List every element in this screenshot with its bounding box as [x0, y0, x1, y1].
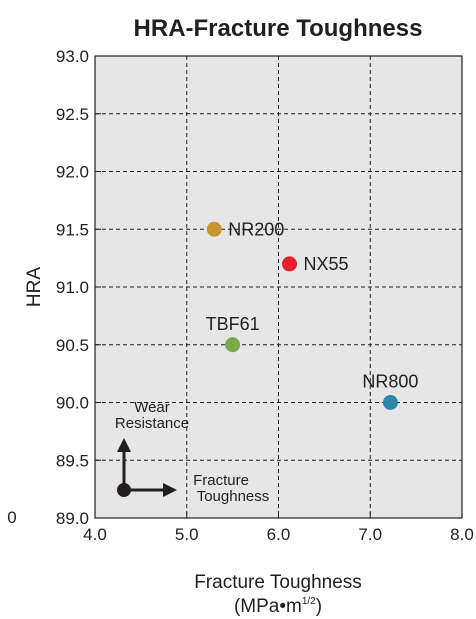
y-tick-label: 92.0 [56, 163, 89, 182]
data-label-nr200: NR200 [228, 219, 284, 239]
y-tick-label: 90.0 [56, 394, 89, 413]
annotation-wear-label: Wear [134, 399, 170, 416]
x-axis-unit-sup: 1/2 [302, 596, 316, 607]
x-tick-label: 7.0 [358, 525, 382, 544]
x-axis-unit-close: ) [316, 596, 322, 617]
data-point-nr800 [383, 395, 398, 410]
x-tick-label: 5.0 [175, 525, 199, 544]
y-tick-label: 91.5 [56, 220, 89, 239]
x-axis-unit-base: (MPa•m [234, 596, 302, 617]
x-tick-label: 8.0 [450, 525, 474, 544]
stray-tick-label: 0 [7, 508, 16, 527]
data-label-tbf61: TBF61 [206, 314, 260, 334]
data-point-nr200 [207, 222, 222, 237]
annotation-fracture-label: Fracture [193, 472, 249, 489]
chart-title: HRA-Fracture Toughness [134, 15, 423, 42]
data-point-nx55 [282, 256, 297, 271]
x-tick-label: 4.0 [83, 525, 107, 544]
annotation-toughness-label: Toughness [197, 488, 270, 505]
y-tick-label: 91.0 [56, 278, 89, 297]
annotation-origin-dot [117, 483, 131, 497]
annotation-resistance-label: Resistance [115, 415, 189, 432]
data-point-tbf61 [225, 337, 240, 352]
x-axis-unit: (MPa•m1/2) [234, 596, 322, 617]
y-tick-label: 89.5 [56, 451, 89, 470]
data-label-nr800: NR800 [362, 372, 418, 392]
y-axis-label: HRA [24, 267, 45, 307]
y-tick-label: 90.5 [56, 336, 89, 355]
y-tick-labels: 89.089.590.090.591.091.592.092.593.0 [56, 47, 101, 528]
data-label-nx55: NX55 [304, 254, 349, 274]
x-axis-label: Fracture Toughness [194, 572, 362, 593]
x-tick-label: 6.0 [267, 525, 291, 544]
y-tick-label: 92.5 [56, 105, 89, 124]
y-tick-label: 93.0 [56, 47, 89, 66]
